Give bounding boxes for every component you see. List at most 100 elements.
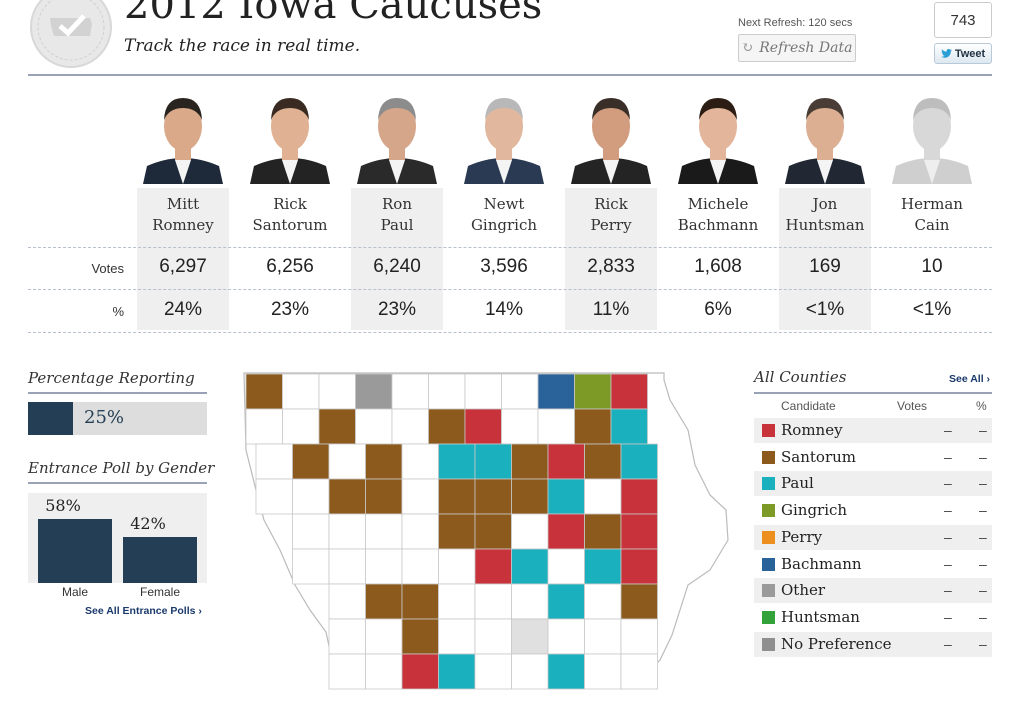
county[interactable] — [511, 478, 549, 515]
county[interactable] — [584, 653, 622, 690]
county[interactable] — [438, 548, 476, 585]
legend-row-gingrich[interactable]: Gingrich – – — [754, 498, 992, 523]
county[interactable] — [318, 373, 356, 410]
county[interactable] — [511, 513, 549, 550]
county[interactable] — [474, 513, 512, 550]
county[interactable] — [501, 408, 539, 445]
county[interactable] — [474, 583, 512, 620]
candidate-name[interactable]: Herman Cain — [884, 194, 980, 236]
county[interactable] — [464, 408, 502, 445]
legend-row-other[interactable]: Other – – — [754, 578, 992, 604]
county[interactable] — [282, 373, 320, 410]
county[interactable] — [438, 618, 476, 655]
county[interactable] — [584, 618, 622, 655]
county[interactable] — [547, 478, 585, 515]
county[interactable] — [620, 478, 658, 515]
county[interactable] — [292, 548, 330, 585]
county[interactable] — [474, 478, 512, 515]
see-all-entrance-polls-link[interactable]: See All Entrance Polls › — [85, 605, 202, 617]
county[interactable] — [401, 618, 439, 655]
candidate-name[interactable]: Rick Santorum — [242, 194, 338, 236]
county[interactable] — [438, 513, 476, 550]
county[interactable] — [620, 513, 658, 550]
county[interactable] — [401, 653, 439, 690]
county[interactable] — [584, 513, 622, 550]
county[interactable] — [292, 513, 330, 550]
county[interactable] — [365, 478, 403, 515]
county[interactable] — [620, 583, 658, 620]
legend-row-romney[interactable]: Romney – – — [754, 418, 992, 443]
county[interactable] — [292, 443, 330, 480]
county[interactable] — [474, 653, 512, 690]
county[interactable] — [428, 373, 466, 410]
county[interactable] — [401, 443, 439, 480]
refresh-data-button[interactable]: ↻ Refresh Data — [738, 34, 856, 62]
county[interactable] — [428, 408, 466, 445]
candidate-name[interactable]: Jon Huntsman — [777, 194, 873, 236]
county[interactable] — [255, 478, 293, 515]
county[interactable] — [401, 478, 439, 515]
county[interactable] — [511, 443, 549, 480]
county[interactable] — [355, 408, 393, 445]
county[interactable] — [584, 443, 622, 480]
county[interactable] — [511, 653, 549, 690]
see-all-counties-link[interactable]: See All › — [949, 373, 991, 385]
county[interactable] — [282, 408, 320, 445]
legend-row-bachmann[interactable]: Bachmann – – — [754, 552, 992, 577]
candidate-name[interactable]: Mitt Romney — [135, 194, 231, 236]
county[interactable] — [365, 583, 403, 620]
county[interactable] — [610, 373, 648, 410]
county[interactable] — [328, 513, 366, 550]
county[interactable] — [584, 478, 622, 515]
county[interactable] — [438, 478, 476, 515]
county[interactable] — [547, 443, 585, 480]
legend-row-santorum[interactable]: Santorum – – — [754, 445, 992, 470]
county[interactable] — [511, 548, 549, 585]
legend-row-huntsman[interactable]: Huntsman – – — [754, 605, 992, 630]
legend-row-no-preference[interactable]: No Preference – – — [754, 631, 992, 657]
county[interactable] — [255, 443, 293, 480]
county[interactable] — [401, 548, 439, 585]
county[interactable] — [292, 478, 330, 515]
county[interactable] — [365, 653, 403, 690]
county[interactable] — [620, 443, 658, 480]
county[interactable] — [438, 583, 476, 620]
county[interactable] — [464, 373, 502, 410]
county[interactable] — [511, 583, 549, 620]
county[interactable] — [245, 408, 283, 445]
county[interactable] — [328, 618, 366, 655]
county[interactable] — [474, 548, 512, 585]
county[interactable] — [620, 653, 658, 690]
county[interactable] — [547, 513, 585, 550]
county[interactable] — [365, 548, 403, 585]
candidate-name[interactable]: Rick Perry — [563, 194, 659, 236]
county[interactable] — [610, 408, 648, 445]
county[interactable] — [511, 618, 549, 655]
county[interactable] — [474, 618, 512, 655]
county[interactable] — [355, 373, 393, 410]
county[interactable] — [574, 373, 612, 410]
county[interactable] — [401, 583, 439, 620]
county[interactable] — [245, 373, 283, 410]
candidate-name[interactable]: Newt Gingrich — [456, 194, 552, 236]
county[interactable] — [318, 408, 356, 445]
county[interactable] — [328, 583, 366, 620]
county[interactable] — [547, 583, 585, 620]
county[interactable] — [328, 548, 366, 585]
county[interactable] — [474, 443, 512, 480]
county[interactable] — [547, 653, 585, 690]
county[interactable] — [537, 408, 575, 445]
tweet-button[interactable]: Tweet — [934, 43, 992, 64]
county[interactable] — [365, 618, 403, 655]
county[interactable] — [584, 548, 622, 585]
county[interactable] — [391, 373, 429, 410]
county[interactable] — [438, 443, 476, 480]
county[interactable] — [365, 513, 403, 550]
county[interactable] — [547, 618, 585, 655]
county[interactable] — [365, 443, 403, 480]
county[interactable] — [328, 653, 366, 690]
legend-row-perry[interactable]: Perry – – — [754, 524, 992, 550]
legend-row-paul[interactable]: Paul – – — [754, 471, 992, 497]
county[interactable] — [620, 548, 658, 585]
county[interactable] — [501, 373, 539, 410]
